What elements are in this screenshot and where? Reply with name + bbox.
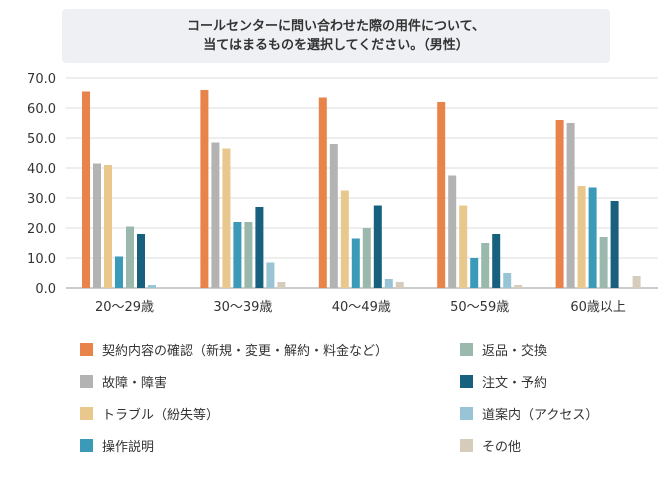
legend-swatch	[460, 343, 473, 356]
y-tick-label: 20.0	[27, 222, 56, 237]
legend-swatch	[80, 439, 93, 452]
legend-swatch	[460, 407, 473, 420]
y-tick-label: 40.0	[27, 162, 56, 177]
y-tick-label: 70.0	[27, 72, 56, 87]
legend-label: その他	[482, 440, 522, 455]
legend-swatch	[80, 375, 93, 388]
legend-label: 操作説明	[102, 440, 155, 455]
legend-item: 操作説明	[80, 436, 154, 455]
legend-label: 契約内容の確認（新規・変更・解約・料金など）	[102, 344, 389, 359]
bar	[373, 205, 382, 288]
bar	[632, 276, 641, 288]
bar	[362, 228, 371, 288]
bar	[448, 175, 457, 288]
legend-item: 故障・障害	[80, 372, 167, 391]
bar	[351, 238, 360, 288]
legend-item: 契約内容の確認（新規・変更・解約・料金など）	[80, 340, 388, 359]
bar	[577, 186, 586, 288]
x-category-label: 20～29歳	[95, 300, 154, 315]
bar	[222, 148, 231, 288]
bar	[104, 165, 112, 288]
bar	[211, 142, 220, 288]
legend-swatch	[80, 407, 93, 420]
x-category-label: 30～39歳	[213, 300, 272, 315]
bar	[566, 123, 575, 288]
bar	[137, 234, 145, 288]
bar	[93, 163, 101, 288]
bar	[277, 282, 286, 288]
bar	[266, 262, 275, 288]
legend-item: 返品・交換	[460, 340, 547, 359]
legend-swatch	[460, 439, 473, 452]
bar	[514, 285, 523, 288]
bar	[395, 282, 404, 288]
legend-label: トラブル（紛失等）	[102, 408, 220, 423]
bar	[503, 273, 512, 288]
bar	[588, 187, 597, 288]
y-tick-label: 10.0	[27, 252, 56, 267]
bar	[244, 222, 253, 288]
bar	[318, 97, 327, 288]
bar	[599, 237, 608, 288]
legend-swatch	[460, 375, 473, 388]
chart-title-line2: 当てはまるものを選択してください。（男性）	[203, 38, 469, 53]
bar	[329, 144, 338, 288]
bar	[233, 222, 242, 288]
legend-label: 道案内（アクセス）	[482, 408, 599, 423]
legend-item: その他	[460, 436, 521, 455]
bar	[610, 201, 619, 288]
bar	[115, 256, 123, 288]
bar	[126, 226, 134, 288]
x-category-label: 50～59歳	[450, 300, 509, 315]
y-tick-label: 0.0	[35, 282, 56, 297]
bar	[481, 243, 490, 288]
y-tick-label: 30.0	[27, 192, 56, 207]
bar	[255, 207, 264, 288]
bar	[492, 234, 501, 288]
bar	[459, 205, 468, 288]
legend-label: 返品・交換	[482, 344, 548, 359]
bar	[148, 285, 156, 288]
legend-label: 注文・予約	[482, 376, 548, 391]
legend-item: 注文・予約	[460, 372, 547, 391]
bar	[340, 190, 349, 288]
bar	[384, 279, 393, 288]
legend-item: 道案内（アクセス）	[460, 404, 598, 423]
x-category-label: 40～49歳	[332, 300, 391, 315]
bar	[200, 90, 209, 288]
y-tick-label: 60.0	[27, 102, 56, 117]
legend-swatch	[80, 343, 93, 356]
bar	[555, 120, 564, 288]
chart-title-line1: コールセンターに問い合わせた際の用件について、	[187, 19, 485, 34]
chart-title-box: コールセンターに問い合わせた際の用件について、 当てはまるものを選択してください…	[62, 9, 610, 63]
x-category-label: 60歳以上	[570, 300, 626, 315]
bar-chart: 0.0 10.0 20.0 30.0 40.0 50.0 60.0 70.0 20～29歳 30～…	[27, 72, 658, 315]
legend-label: 故障・障害	[102, 376, 168, 391]
bar	[470, 258, 479, 288]
legend-item: トラブル（紛失等）	[80, 404, 219, 423]
bar	[82, 91, 90, 288]
y-tick-label: 50.0	[27, 132, 56, 147]
bar	[437, 102, 446, 288]
